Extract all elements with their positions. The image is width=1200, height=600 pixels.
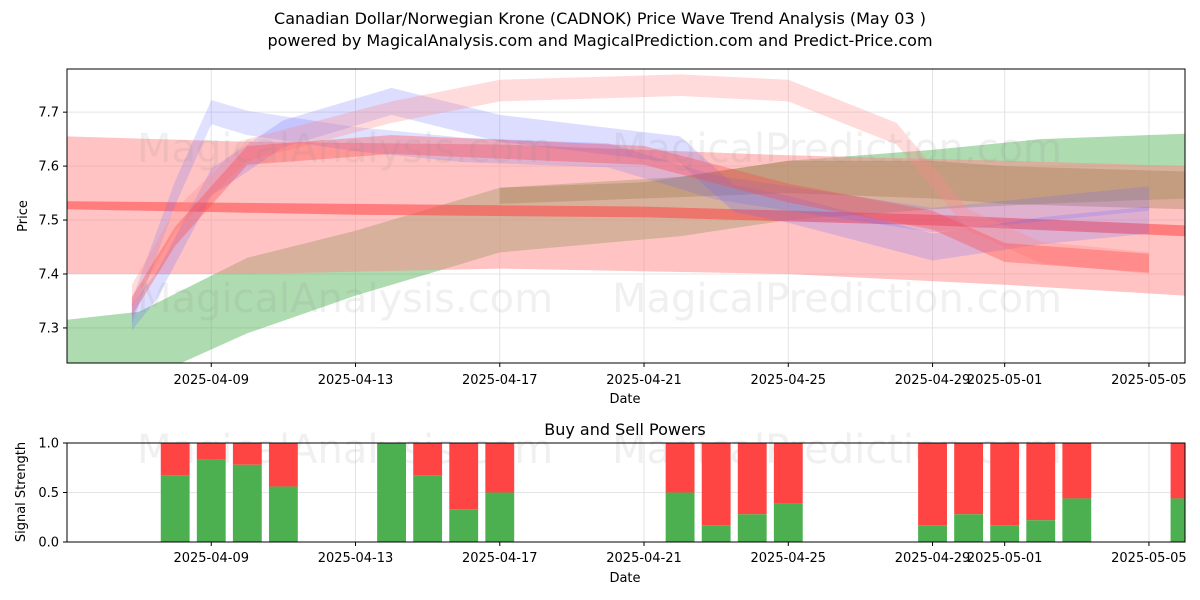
buy-power-bar: [268, 486, 298, 542]
x-tick-label: 2025-04-25: [751, 373, 827, 388]
buy-power-bar: [701, 525, 731, 542]
sell-power-bar: [232, 443, 262, 465]
sell-power-bar: [268, 443, 298, 487]
chart-title: Canadian Dollar/Norwegian Krone (CADNOK)…: [274, 9, 926, 28]
price-axes: 2025-04-09 2025-04-13 2025-04-17 2025-04-21…: [16, 106, 1187, 407]
watermark-text: MagicalPrediction.com: [612, 276, 1062, 322]
buy-power-bar: [773, 503, 803, 542]
x-axis-label: Date: [609, 392, 640, 407]
x-tick-label: 2025-04-21: [606, 373, 682, 388]
x-tick-label: 2025-04-21: [606, 551, 682, 566]
buy-power-bar: [990, 525, 1020, 542]
x-tick-label: 2025-04-29: [895, 373, 971, 388]
buy-power-bar: [196, 459, 226, 542]
sell-power-bar: [1170, 443, 1185, 499]
buy-power-bar: [377, 443, 407, 542]
y-tick-label: 7.4: [38, 267, 59, 282]
buy-power-bar: [449, 509, 479, 542]
sell-power-bar: [1026, 443, 1056, 521]
buy-power-bar: [160, 475, 190, 542]
buy-power-bar: [737, 514, 767, 542]
buy-power-bar: [232, 464, 262, 542]
watermark-text: MagicalPrediction.com: [612, 126, 1062, 172]
x-tick-label: 2025-04-13: [318, 551, 394, 566]
x-tick-label: 2025-04-09: [173, 551, 249, 566]
x-tick-label: 2025-05-05: [1111, 551, 1187, 566]
y-tick-label: 0.0: [38, 536, 59, 551]
x-tick-label: 2025-04-29: [895, 551, 971, 566]
chart-subtitle: powered by MagicalAnalysis.com and Magic…: [267, 31, 933, 50]
wave-band-8: [131, 135, 1149, 316]
buy-power-bar: [1170, 498, 1185, 542]
x-tick-label: 2025-04-13: [318, 373, 394, 388]
buy-power-bar: [954, 514, 984, 542]
buy-power-bar: [665, 492, 695, 542]
x-tick-label: 2025-05-01: [967, 551, 1043, 566]
sell-power-bar: [160, 443, 190, 476]
y-tick-label: 1.0: [38, 437, 59, 452]
buy-power-bar: [1026, 520, 1056, 542]
x-tick-label: 2025-04-17: [462, 551, 538, 566]
sell-power-bar: [485, 443, 515, 493]
sell-power-bar: [918, 443, 947, 526]
x-tick-label: 2025-05-01: [967, 373, 1043, 388]
watermark-text: MagicalAnalysis.com: [137, 276, 553, 322]
price-plot-frame: [66, 68, 1186, 364]
y-axis-label: Price: [16, 200, 31, 232]
wave-band-5: [131, 87, 1149, 331]
wave-band-6: [131, 100, 1149, 324]
y-tick-label: 7.3: [38, 321, 59, 336]
price-wave-bands: [67, 74, 1185, 363]
x-tick-label: 2025-05-05: [1111, 373, 1187, 388]
wave-band-3: [67, 201, 1185, 237]
x-tick-label: 2025-04-17: [462, 373, 538, 388]
y-tick-label: 7.7: [38, 106, 59, 121]
sell-power-bar: [665, 443, 695, 493]
signal-axes: 2025-04-09 2025-04-13 2025-04-17 2025-04-21…: [14, 420, 1187, 586]
y-tick-label: 0.5: [38, 486, 59, 501]
sell-power-bar: [990, 443, 1020, 526]
signal-chart-title: Buy and Sell Powers: [544, 420, 706, 439]
sell-power-bar: [954, 443, 984, 515]
x-tick-label: 2025-04-25: [751, 551, 827, 566]
y-axis-label: Signal Strength: [14, 442, 29, 542]
sell-power-bar: [737, 443, 767, 515]
sell-power-bar: [773, 443, 803, 504]
sell-power-bar: [449, 443, 479, 510]
buy-power-bar: [485, 492, 515, 542]
sell-power-bar: [1062, 443, 1092, 499]
signal-bars: [160, 443, 1185, 542]
buy-power-bar: [1062, 498, 1092, 542]
sell-power-bar: [701, 443, 731, 526]
wave-band-7: [131, 74, 1149, 307]
watermark-text: MagicalAnalysis.com: [137, 126, 553, 172]
y-tick-label: 7.5: [38, 214, 59, 229]
sell-power-bar: [413, 443, 443, 476]
x-axis-label: Date: [609, 571, 640, 586]
buy-power-bar: [918, 525, 947, 542]
y-tick-label: 7.6: [38, 160, 59, 175]
wave-band-4: [499, 160, 1185, 210]
x-tick-label: 2025-04-09: [173, 373, 249, 388]
sell-power-bar: [196, 443, 226, 460]
price-watermarks: MagicalAnalysis.com MagicalPrediction.com…: [137, 126, 1062, 322]
buy-power-bar: [413, 475, 443, 542]
